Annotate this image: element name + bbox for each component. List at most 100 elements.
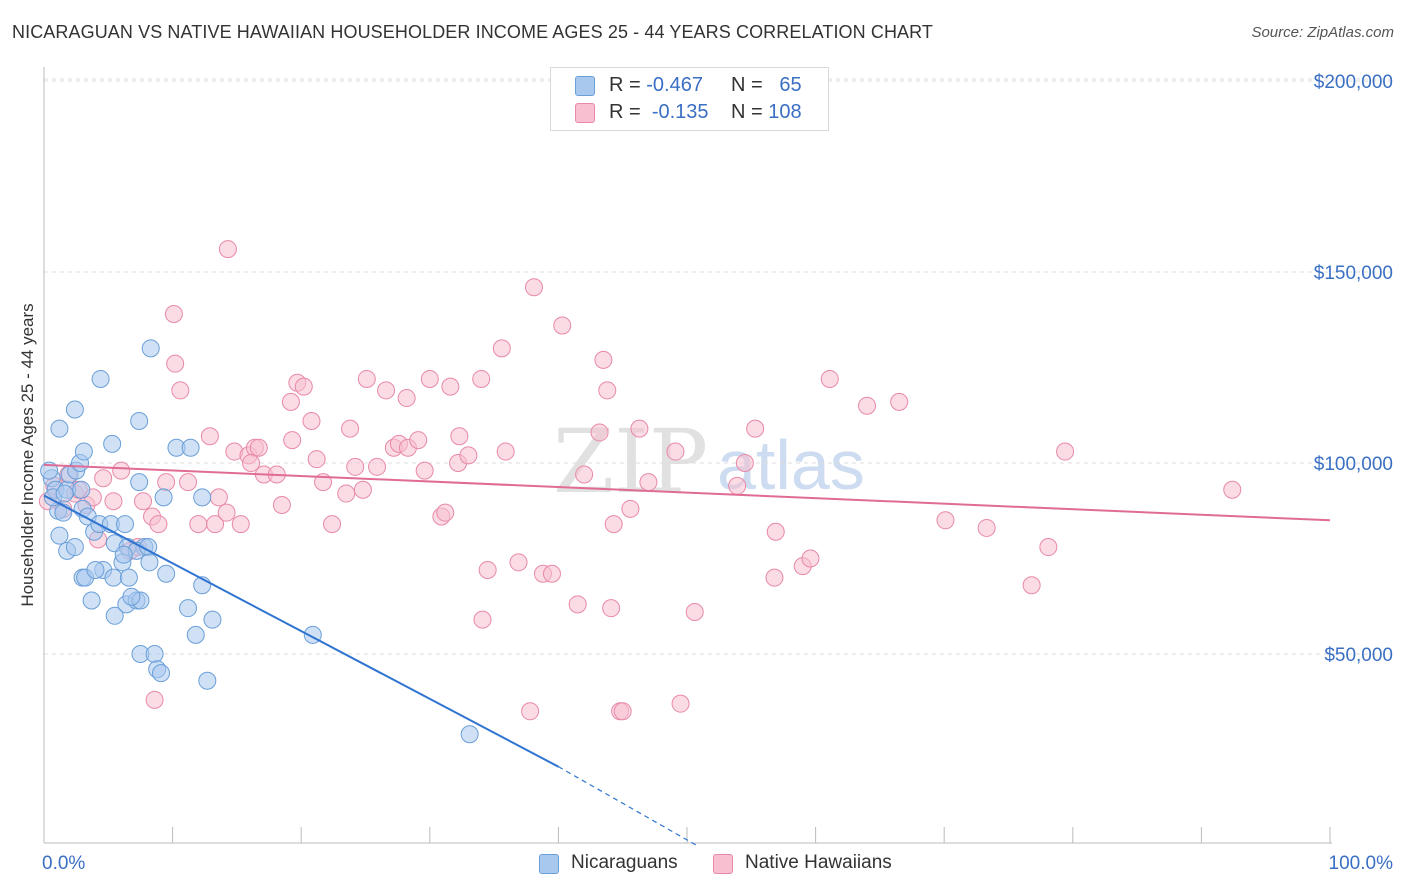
point-native-hawaiians: [666, 442, 685, 461]
point-native-hawaiians: [478, 560, 497, 579]
point-native-hawaiians: [728, 476, 747, 495]
point-native-hawaiians: [746, 419, 765, 438]
point-native-hawaiians: [218, 240, 237, 259]
point-native-hawaiians: [594, 350, 613, 369]
point-native-hawaiians: [397, 389, 416, 408]
point-nicaraguans: [91, 369, 110, 388]
source-label: Source: ZipAtlas.com: [1251, 24, 1394, 41]
point-nicaraguans: [179, 599, 198, 618]
point-native-hawaiians: [368, 457, 387, 476]
point-nicaraguans: [140, 553, 159, 572]
point-nicaraguans: [55, 484, 74, 503]
point-native-hawaiians: [281, 392, 300, 411]
point-native-hawaiians: [890, 392, 909, 411]
point-native-hawaiians: [145, 690, 164, 709]
trend-lines: [43, 463, 1331, 846]
point-native-hawaiians: [249, 438, 268, 457]
trend-line-native-hawaiians: [43, 463, 1331, 522]
point-nicaraguans: [157, 564, 176, 583]
point-nicaraguans: [193, 488, 212, 507]
point-native-hawaiians: [171, 381, 190, 400]
point-native-hawaiians: [112, 461, 131, 480]
point-native-hawaiians: [420, 369, 439, 388]
legend-n-label: N =: [731, 74, 763, 96]
point-native-hawaiians: [157, 473, 176, 492]
point-native-hawaiians: [1223, 480, 1242, 499]
point-native-hawaiians: [977, 518, 996, 537]
point-native-hawaiians: [1022, 576, 1041, 595]
point-nicaraguans: [203, 610, 222, 629]
legend-r-value: -0.135: [651, 101, 709, 123]
point-native-hawaiians: [409, 431, 428, 450]
point-native-hawaiians: [217, 503, 236, 522]
legend-n-value: 65: [779, 74, 802, 96]
point-nicaraguans: [40, 461, 59, 480]
point-native-hawaiians: [735, 454, 754, 472]
point-nicaraguans: [82, 591, 101, 610]
bottom-legend-label: Nicaraguans: [571, 852, 678, 873]
point-native-hawaiians: [1056, 442, 1075, 461]
point-native-hawaiians: [671, 694, 690, 713]
legend-n: N = 108: [731, 101, 802, 124]
point-nicaraguans: [141, 339, 160, 358]
legend-r-label: R =: [609, 74, 641, 96]
point-native-hawaiians: [590, 423, 609, 442]
point-native-hawaiians: [630, 419, 649, 438]
point-native-hawaiians: [436, 503, 455, 522]
axes: [43, 67, 1332, 844]
point-native-hawaiians: [307, 450, 326, 469]
point-native-hawaiians: [323, 515, 342, 534]
point-native-hawaiians: [94, 469, 113, 488]
point-native-hawaiians: [441, 377, 460, 396]
point-nicaraguans: [186, 625, 205, 644]
tick-labels: $50,000 $100,000 $150,000 $200,000 0.0% 100.0…: [42, 72, 1393, 874]
point-native-hawaiians: [553, 316, 572, 335]
point-nicaraguans: [86, 560, 105, 579]
point-native-hawaiians: [104, 492, 123, 511]
point-native-hawaiians: [685, 602, 704, 621]
point-native-hawaiians: [179, 473, 198, 492]
point-native-hawaiians: [1039, 538, 1058, 557]
point-native-hawaiians: [765, 568, 784, 587]
legend-swatch-native-hawaiians: [575, 103, 595, 123]
point-native-hawaiians: [936, 511, 955, 530]
legend: R = -0.467 N = 65 R = -0.135 N = 108: [550, 67, 829, 131]
watermark-zip: ZIP: [553, 410, 708, 513]
point-native-hawaiians: [820, 369, 839, 388]
point-native-hawaiians: [450, 427, 469, 446]
point-nicaraguans: [145, 645, 164, 663]
point-nicaraguans: [114, 545, 133, 564]
legend-n-value: 108: [768, 101, 802, 123]
point-native-hawaiians: [337, 484, 356, 503]
data-points: [38, 240, 1242, 744]
point-native-hawaiians: [415, 461, 434, 480]
point-native-hawaiians: [189, 515, 208, 534]
point-native-hawaiians: [801, 549, 820, 568]
point-nicaraguans: [119, 568, 138, 587]
trend-line-nicaraguans-extension: [558, 766, 697, 846]
point-native-hawaiians: [598, 381, 617, 400]
y-tick-label: $50,000: [1324, 645, 1393, 666]
point-nicaraguans: [103, 434, 122, 453]
point-native-hawaiians: [377, 381, 396, 400]
point-native-hawaiians: [283, 431, 302, 450]
bottom-legend-swatch-native-hawaiians: [713, 854, 733, 874]
point-nicaraguans: [460, 725, 479, 744]
y-tick-label: $100,000: [1314, 454, 1393, 475]
point-native-hawaiians: [294, 377, 313, 396]
point-native-hawaiians: [302, 411, 321, 430]
point-nicaraguans: [154, 488, 173, 507]
point-nicaraguans: [50, 526, 69, 545]
x-tick-label: 100.0%: [1329, 853, 1394, 874]
point-native-hawaiians: [492, 339, 511, 358]
point-nicaraguans: [105, 606, 124, 625]
point-nicaraguans: [50, 419, 69, 438]
point-native-hawaiians: [242, 454, 261, 472]
point-native-hawaiians: [200, 427, 219, 446]
point-native-hawaiians: [164, 305, 183, 324]
point-native-hawaiians: [166, 354, 185, 373]
point-native-hawaiians: [621, 499, 640, 518]
legend-r-label: R =: [609, 101, 641, 123]
point-nicaraguans: [65, 400, 84, 419]
point-native-hawaiians: [149, 515, 168, 534]
